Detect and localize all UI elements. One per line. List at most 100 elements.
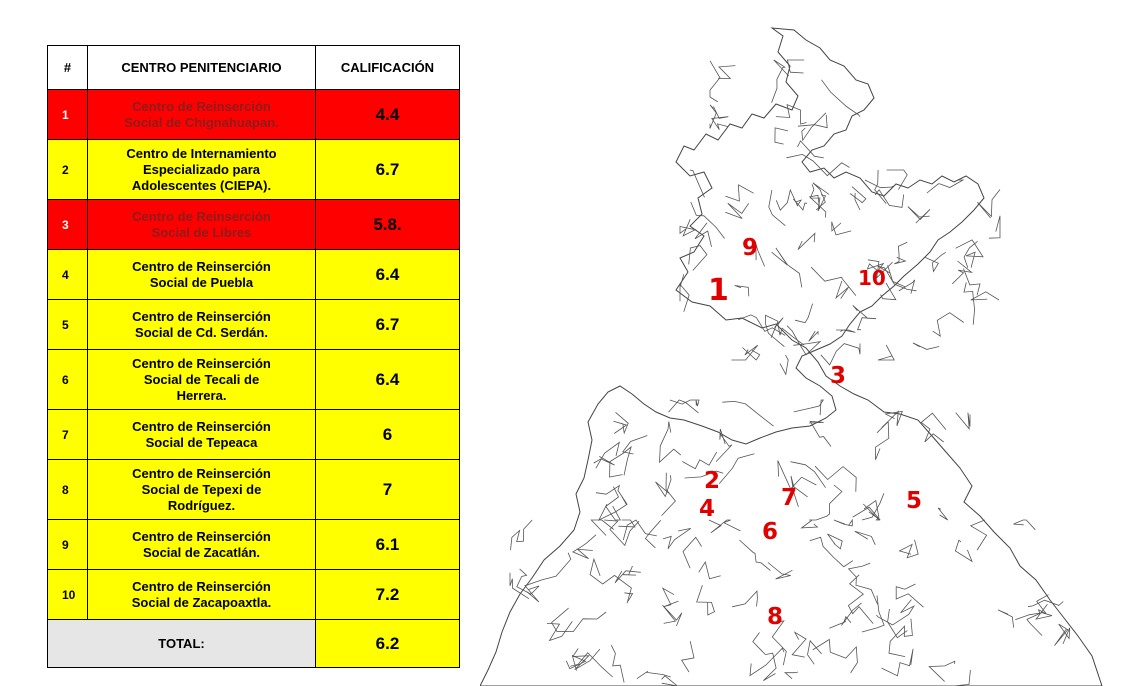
municipal-boundary [709,104,717,129]
center-name-line: Centro de Reinserción [132,258,271,274]
municipal-boundary [861,595,885,633]
center-grade: 6 [315,409,460,460]
center-name-line: Social de Tepexi de [141,481,262,497]
state-outline [480,27,1103,686]
total-row: TOTAL: 6.2 [47,619,460,668]
center-name-line: Rodríguez. [167,497,236,513]
municipal-boundary [920,412,947,443]
municipal-boundary [812,182,830,211]
municipal-boundary [662,604,683,627]
row-number: 6 [47,349,88,410]
municipal-boundary [801,112,827,142]
municipal-boundary [833,518,853,527]
municipal-boundary [590,519,614,536]
municipal-boundary [874,189,905,208]
municipal-boundary [624,592,634,602]
table-row: 1 Centro de Reinserción Social de Chignahu… [47,89,460,140]
municipal-boundary [610,644,625,683]
municipal-boundary [867,259,893,279]
municipal-boundary [669,399,700,407]
map-label-7: 7 [781,485,798,511]
municipal-boundary [644,520,662,549]
municipal-boundary [598,496,628,521]
map-label-6: 6 [762,519,779,545]
municipal-boundary [907,206,931,224]
map-label-10: 10 [858,266,886,290]
puebla-state-map: 1 2 3 4 5 6 7 8 9 10 [480,0,1143,686]
municipal-boundary [708,519,741,534]
municipal-boundary [786,59,805,74]
municipal-boundary [516,568,540,595]
municipal-boundary [792,198,808,211]
municipal-boundary [682,536,702,569]
municipal-boundary [565,654,587,671]
municipal-boundary [749,647,785,677]
center-grade: 4.4 [315,89,460,140]
table-row: 9 Centro de Reinserción Social de Zacatlán… [47,519,460,570]
municipal-boundary [605,486,621,521]
center-grade: 7 [315,459,460,520]
municipal-boundary [988,215,1001,239]
municipal-boundary [926,179,965,194]
municipal-boundary [863,499,881,521]
municipal-boundary [881,648,914,677]
municipal-boundary [866,262,885,277]
total-grade: 6.2 [315,619,460,668]
municipal-boundary [604,519,640,547]
municipal-boundary [694,222,712,247]
center-name-line: Centro de Internamiento [126,145,277,161]
municipal-boundary [734,285,750,297]
municipal-boundary [595,484,628,505]
municipal-boundary [589,557,632,604]
center-name: Centro de Reinserción Social de Libres [87,199,316,250]
municipal-boundary [698,561,721,580]
municipal-boundary [963,282,976,325]
center-name-line: Centro de Reinserción [132,578,271,594]
header-center-name: CENTRO PENITENCIARIO [87,45,316,90]
municipal-boundary [771,247,803,288]
row-number: 5 [47,299,88,350]
municipal-boundary [887,608,908,639]
header-grade: CALIFICACIÓN [315,45,460,90]
municipal-boundary [797,140,824,159]
municipal-boundary [880,282,897,301]
municipal-boundary [668,399,699,414]
municipal-boundary [722,400,774,427]
center-name-line: Herrera. [176,387,227,403]
municipal-boundary [924,251,947,273]
center-name-line: Centro de Reinserción [132,308,271,324]
municipal-boundary [946,669,971,686]
row-number: 3 [47,199,88,250]
table-row: 5 Centro de Reinserción Social de Cd. Serd… [47,299,460,350]
municipal-boundary [659,421,682,464]
municipal-boundary [711,106,729,130]
municipal-boundary [774,317,805,346]
center-name-line: Adolescentes (CIEPA). [131,177,272,193]
center-name-line: Social de Cd. Serdán. [135,324,268,340]
row-number: 10 [47,569,88,620]
municipal-boundary [963,240,978,268]
municipal-boundary [997,609,1015,628]
center-name-line: Social de Zacapoaxtla. [131,594,272,610]
municipal-boundary [777,460,817,490]
center-name-line: Centro de Reinserción [132,355,271,371]
municipal-boundary [755,243,765,267]
municipal-boundary [696,585,715,616]
municipal-boundary [797,232,816,250]
municipal-boundary [718,65,736,79]
municipal-boundary [820,343,861,366]
map-label-9: 9 [742,235,759,261]
municipal-boundary [852,506,881,521]
municipal-boundary [546,621,573,642]
center-name-line: Centro de Reinserción [132,418,271,434]
municipal-boundary [874,169,887,204]
municipal-boundary [1015,594,1049,621]
municipal-boundary [894,241,908,265]
municipal-boundary [709,60,721,103]
municipal-boundary [808,330,819,342]
municipal-boundary [774,127,789,145]
municipal-boundary [551,607,607,633]
center-grade: 5.8. [315,199,460,250]
municipal-boundary [771,620,787,666]
center-grade: 7.2 [315,569,460,620]
